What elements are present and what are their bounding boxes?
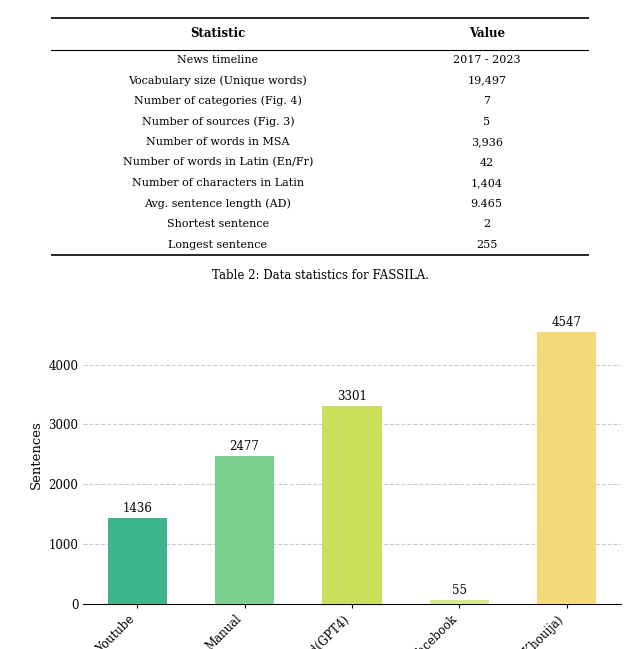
Text: 3301: 3301 <box>337 391 367 404</box>
Text: Number of categories (Fig. 4): Number of categories (Fig. 4) <box>134 96 302 106</box>
Text: Value: Value <box>468 27 505 40</box>
Text: Table 2: Data statistics for FASSILA.: Table 2: Data statistics for FASSILA. <box>211 269 429 282</box>
Text: Number of words in Latin (En/Fr): Number of words in Latin (En/Fr) <box>123 158 313 167</box>
Text: Vocabulary size (Unique words): Vocabulary size (Unique words) <box>129 75 307 86</box>
Text: 3,936: 3,936 <box>470 137 502 147</box>
Text: Shortest sentence: Shortest sentence <box>167 219 269 229</box>
Text: 7: 7 <box>483 96 490 106</box>
Text: Number of sources (Fig. 3): Number of sources (Fig. 3) <box>141 116 294 127</box>
Text: 42: 42 <box>479 158 494 167</box>
Y-axis label: Sentences: Sentences <box>30 420 43 489</box>
Text: 2017 - 2023: 2017 - 2023 <box>453 55 520 65</box>
Text: 5: 5 <box>483 117 490 127</box>
Text: News timeline: News timeline <box>177 55 259 65</box>
Text: Avg. sentence length (AD): Avg. sentence length (AD) <box>145 199 291 209</box>
Text: 1,404: 1,404 <box>470 178 502 188</box>
Text: 9.465: 9.465 <box>470 199 502 208</box>
Text: Statistic: Statistic <box>190 27 246 40</box>
Text: 2: 2 <box>483 219 490 229</box>
Text: 1436: 1436 <box>122 502 152 515</box>
Text: 255: 255 <box>476 239 497 250</box>
Bar <box>215 456 274 604</box>
Text: Longest sentence: Longest sentence <box>168 239 268 250</box>
Bar <box>108 518 166 604</box>
Text: 19,497: 19,497 <box>467 75 506 86</box>
Text: 4547: 4547 <box>552 316 582 329</box>
Text: Number of words in MSA: Number of words in MSA <box>146 137 290 147</box>
Text: Number of characters in Latin: Number of characters in Latin <box>132 178 304 188</box>
Bar <box>323 406 381 604</box>
Text: 2477: 2477 <box>230 439 260 453</box>
Text: 55: 55 <box>452 584 467 597</box>
Bar <box>538 332 596 604</box>
Bar <box>430 600 489 604</box>
